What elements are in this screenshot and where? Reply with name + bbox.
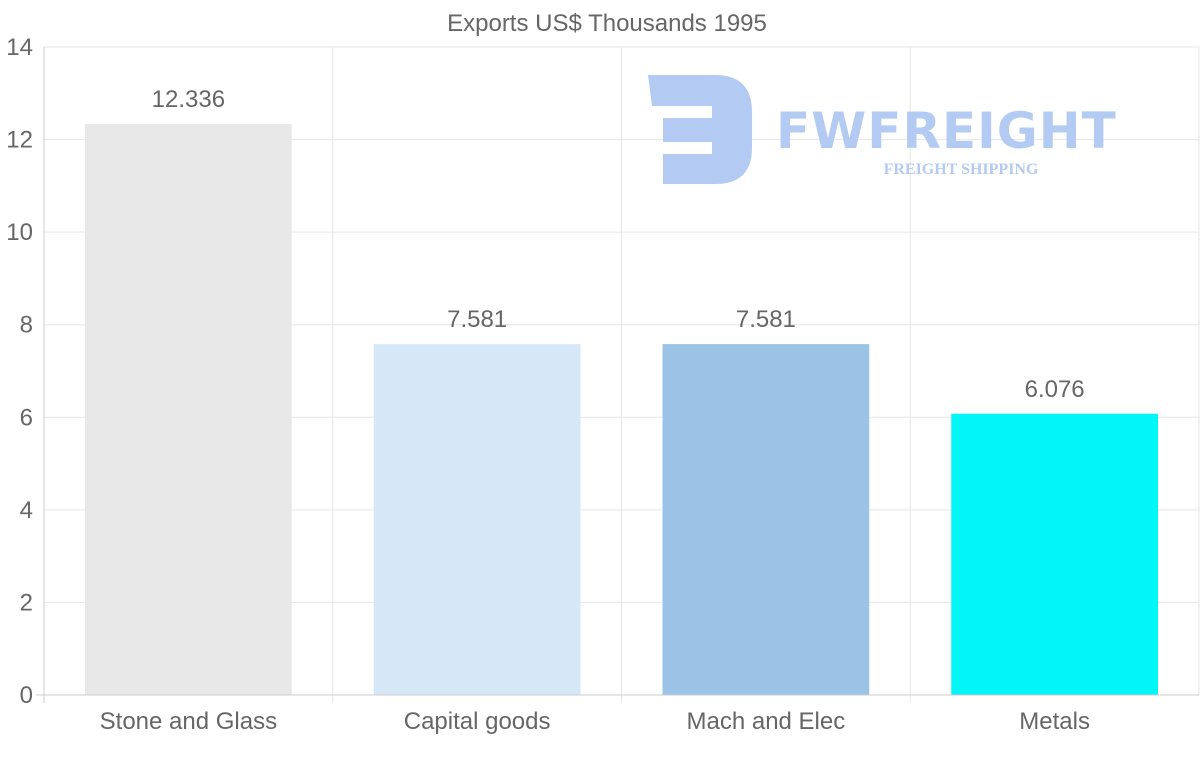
- bar-value-label: 7.581: [447, 306, 507, 333]
- watermark-brand: FWFREIGHT: [776, 102, 1117, 160]
- watermark-tagline: FREIGHT SHIPPING: [884, 161, 1039, 178]
- bar-value-label: 12.336: [152, 86, 225, 113]
- chart-title: Exports US$ Thousands 1995: [447, 10, 767, 37]
- axes: 0 2 4 6 8 10 12 14 Stone and Glass Capital goods M…: [6, 34, 1199, 735]
- x-tick-label: Capital goods: [404, 708, 551, 735]
- x-tick-label: Stone and Glass: [100, 708, 277, 735]
- x-tick-label: Mach and Elec: [686, 708, 845, 735]
- watermark-emblem-icon: [648, 75, 752, 184]
- bar[interactable]: [662, 344, 870, 695]
- watermark-logo: FWFREIGHT FREIGHT SHIPPING: [648, 75, 1117, 184]
- bar[interactable]: [373, 344, 581, 695]
- y-tick-label: 10: [6, 219, 33, 246]
- x-tick-label: Metals: [1019, 708, 1090, 735]
- y-tick-label: 8: [20, 312, 33, 339]
- bar-value-label: 7.581: [736, 306, 796, 333]
- y-tick-label: 4: [20, 497, 33, 524]
- bar[interactable]: [85, 124, 292, 696]
- y-tick-label: 14: [6, 34, 33, 61]
- y-tick-label: 12: [6, 127, 33, 154]
- bar[interactable]: [951, 413, 1158, 695]
- y-tick-label: 6: [20, 404, 33, 431]
- bars: 12.336 7.581 7.581 6.076: [85, 86, 1158, 696]
- bar-value-label: 6.076: [1025, 376, 1085, 403]
- y-tick-label: 0: [20, 682, 33, 709]
- y-tick-label: 2: [20, 589, 33, 616]
